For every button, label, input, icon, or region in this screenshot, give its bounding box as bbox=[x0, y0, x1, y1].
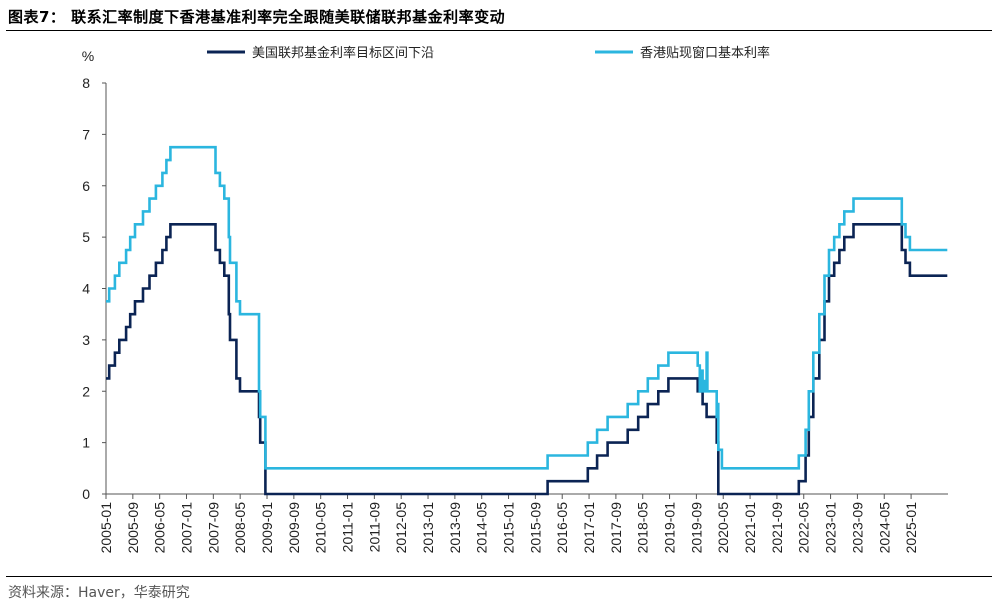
x-tick-label: 2025-01 bbox=[903, 502, 919, 554]
y-tick-label: 4 bbox=[82, 281, 90, 297]
x-tick-label: 2021-09 bbox=[769, 502, 785, 554]
y-tick-label: 0 bbox=[82, 486, 90, 502]
x-tick-label: 2005-09 bbox=[125, 502, 141, 554]
x-tick-label: 2018-05 bbox=[635, 502, 651, 554]
x-tick-label: 2022-05 bbox=[796, 502, 812, 554]
x-tick-label: 2009-01 bbox=[259, 502, 275, 554]
chart-axes: % 0 1 2 3 4 5 6 7 8 2005-01 2005-09 2006-05 2007-01 20… bbox=[82, 48, 948, 553]
x-tick-label: 2015-09 bbox=[527, 502, 543, 554]
y-tick-label: 3 bbox=[82, 332, 90, 348]
title-divider bbox=[6, 30, 992, 31]
x-tick-label: 2013-09 bbox=[447, 502, 463, 554]
x-tick-label: 2013-01 bbox=[420, 502, 436, 554]
x-tick-label: 2017-01 bbox=[581, 502, 597, 554]
x-tick-label: 2008-05 bbox=[232, 502, 248, 554]
x-tick-label: 2023-01 bbox=[823, 502, 839, 554]
legend-label-2: 香港贴现窗口基本利率 bbox=[640, 45, 770, 61]
x-tick-label: 2009-09 bbox=[286, 502, 302, 554]
x-tick-label: 2011-01 bbox=[340, 502, 356, 553]
x-tick-label: 2017-09 bbox=[608, 502, 624, 554]
figure-title: 图表7： 联系汇率制度下香港基准利率完全跟随美联储联邦基金利率变动 bbox=[8, 8, 506, 26]
x-tick-label: 2007-09 bbox=[205, 502, 221, 554]
x-tick-label: 2021-01 bbox=[742, 502, 758, 554]
y-tick-label: 1 bbox=[82, 435, 90, 451]
x-tick-label: 2016-05 bbox=[554, 502, 570, 554]
y-tick-label: 5 bbox=[82, 229, 90, 245]
x-tick-label: 2014-05 bbox=[474, 502, 490, 554]
x-tick-label: 2015-01 bbox=[501, 502, 517, 554]
x-tick-label: 2006-05 bbox=[152, 502, 168, 554]
legend-label-1: 美国联邦基金利率目标区间下沿 bbox=[252, 45, 434, 61]
x-tick-label: 2020-05 bbox=[715, 502, 731, 554]
source-note: 资料来源：Haver，华泰研究 bbox=[8, 585, 190, 601]
x-tick-label: 2011-09 bbox=[366, 502, 382, 553]
x-tick-label: 2019-09 bbox=[688, 502, 704, 554]
x-tick-label: 2023-09 bbox=[849, 502, 865, 554]
x-tick-label: 2007-01 bbox=[179, 502, 195, 554]
x-tick-label: 2010-05 bbox=[313, 502, 329, 554]
y-tick-label: 7 bbox=[82, 126, 90, 142]
x-tick-label: 2012-05 bbox=[393, 502, 409, 554]
y-tick-label: 8 bbox=[82, 75, 90, 91]
y-tick-label: 2 bbox=[82, 383, 90, 399]
y-tick-label: 6 bbox=[82, 178, 90, 194]
x-tick-label: 2024-05 bbox=[876, 502, 892, 554]
source-divider bbox=[6, 576, 992, 577]
x-tick-label: 2005-01 bbox=[98, 502, 114, 554]
y-unit-label: % bbox=[82, 48, 94, 64]
chart-legend: 美国联邦基金利率目标区间下沿 香港贴现窗口基本利率 bbox=[207, 45, 770, 61]
series-line-2 bbox=[106, 145, 948, 470]
series-line-1 bbox=[106, 223, 948, 496]
x-tick-label: 2019-01 bbox=[662, 502, 678, 554]
chart-series bbox=[106, 145, 948, 496]
